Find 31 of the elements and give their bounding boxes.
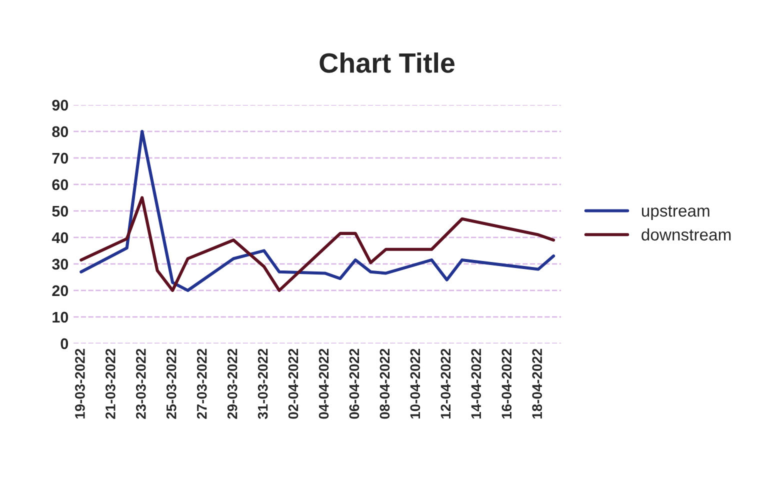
- chart-title: Chart Title: [320, 52, 454, 73]
- x-tick-label: 27-03-2022: [196, 348, 207, 419]
- x-tick-label: 10-04-2022: [410, 348, 420, 418]
- x-tick-label: 02-04-2022: [288, 348, 298, 419]
- y-tick-label: 0: [60, 338, 68, 350]
- x-tick-label: 06-04-2022: [349, 348, 360, 419]
- x-tick-label: 18-04-2022: [532, 348, 542, 418]
- x-tick-label: 23-03-2022: [136, 348, 146, 419]
- x-tick-label: 08-04-2022: [380, 348, 390, 419]
- x-tick-label: 31-03-2022: [258, 348, 268, 420]
- x-tick-label: 29-03-2022: [227, 348, 238, 419]
- y-tick-label: 30: [52, 258, 68, 270]
- y-tick-label: 80: [52, 126, 68, 138]
- y-tick-label: 40: [52, 232, 68, 244]
- x-tick-label: 19-03-2022: [75, 348, 85, 418]
- line-series: [80, 196, 556, 292]
- x-tick-label: 04-04-2022: [318, 348, 329, 419]
- x-tick-label: 14-04-2022: [471, 348, 482, 418]
- x-tick-label: 16-04-2022: [502, 348, 512, 418]
- legend-label: downstream: [642, 228, 731, 241]
- line-series: [80, 130, 556, 292]
- y-tick-label: 10: [52, 312, 68, 323]
- x-tick-label: 12-04-2022: [440, 348, 451, 418]
- legend-label: upstream: [642, 206, 710, 220]
- y-tick-label: 60: [52, 179, 68, 190]
- y-tick-label: 50: [52, 206, 68, 217]
- x-tick-label: 25-03-2022: [166, 348, 176, 419]
- y-tick-label: 20: [52, 285, 68, 296]
- y-tick-label: 70: [52, 152, 68, 164]
- x-tick-label: 21-03-2022: [106, 348, 116, 419]
- y-tick-label: 90: [52, 100, 68, 111]
